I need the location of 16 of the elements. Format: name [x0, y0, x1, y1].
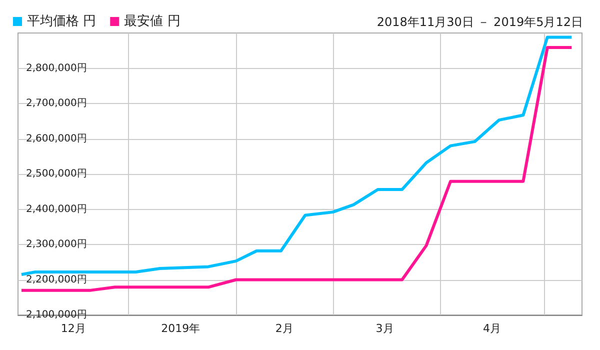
y-tick-label: 2,600,000円: [26, 133, 87, 144]
y-tick-label: 2,800,000円: [26, 62, 87, 74]
y-tick-label: 2,500,000円: [26, 168, 87, 180]
legend-label: 平均価格 円: [27, 14, 96, 29]
y-tick-label: 2,100,000円: [26, 310, 87, 320]
legend-label: 最安値 円: [124, 13, 180, 29]
y-tick-label: 2,400,000円: [26, 204, 87, 215]
x-tick-label: 2019年: [161, 322, 200, 335]
x-tick-label: 2月: [275, 322, 294, 335]
y-tick-label: 2,300,000円: [26, 239, 87, 250]
x-tick-label: 4月: [483, 322, 502, 335]
y-tick-label: 2,700,000円: [26, 98, 87, 109]
y-tick-label: 2,200,000円: [26, 274, 87, 286]
chart-subtitle: 2018年11月30日 － 2019年5月12日: [376, 15, 584, 29]
x-tick-label: 12月: [60, 322, 86, 335]
x-tick-label: 3月: [376, 322, 394, 335]
